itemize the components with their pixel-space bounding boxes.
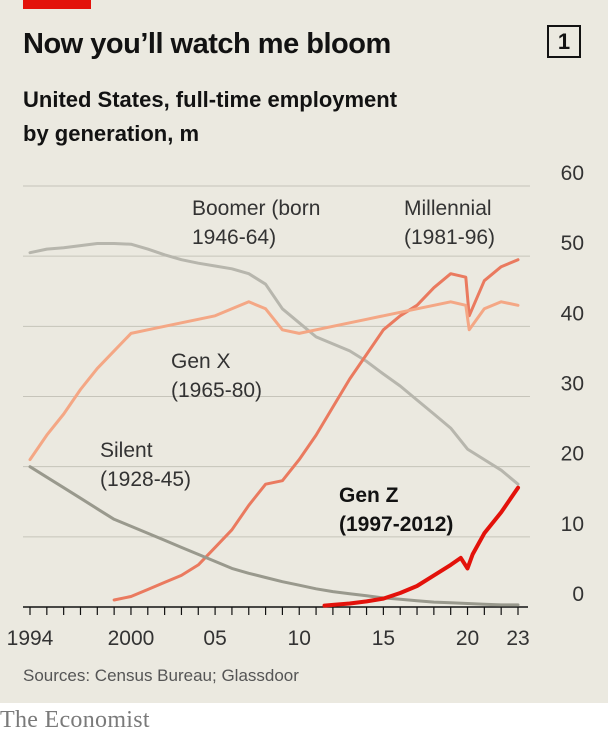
x-tick-label: 15 xyxy=(372,627,395,650)
series-label-line: Gen X xyxy=(171,350,231,373)
x-axis: 1994 2000 05 10 15 20 23 xyxy=(7,606,530,650)
chart-subtitle: United States, full-time employment by g… xyxy=(23,87,398,146)
series-label-line: (1928-45) xyxy=(100,468,191,491)
series-line-boomer xyxy=(28,242,520,486)
y-tick-label: 50 xyxy=(561,232,584,255)
y-tick-labels: 0 10 20 30 40 50 60 xyxy=(561,162,584,606)
chart-card: Now you’ll watch me bloom 1 United State… xyxy=(0,0,608,703)
series-line-gen-z xyxy=(322,485,520,608)
series-label-line: Boomer (born xyxy=(192,197,320,220)
series-line-silent xyxy=(28,465,520,607)
source-note: Sources: Census Bureau; Glassdoor xyxy=(23,666,299,685)
line-chart: 0 10 20 30 40 50 60 1994 2000 05 10 15 20 23 Boomer (b… xyxy=(7,162,584,650)
x-tick-label: 1994 xyxy=(7,627,54,650)
x-tick-label: 10 xyxy=(288,627,311,650)
y-tick-label: 0 xyxy=(572,583,584,606)
series-label-line: 1946-64) xyxy=(192,226,276,249)
y-tick-label: 60 xyxy=(561,162,584,185)
brand-red-bar xyxy=(23,0,91,9)
series-labels: Boomer (born 1946-64) Millennial (1981-96) G… xyxy=(100,197,495,536)
series-label-line: (1981-96) xyxy=(404,226,495,249)
x-tick-label: 23 xyxy=(506,627,529,650)
series-label-line: Silent xyxy=(100,439,153,462)
series-label: Gen Z (1997-2012) xyxy=(339,484,453,536)
series-label-line: Millennial xyxy=(404,197,492,220)
series-label: Millennial (1981-96) xyxy=(404,197,495,249)
series-label-line: (1965-80) xyxy=(171,379,262,402)
series-lines xyxy=(28,242,520,608)
chart-title: Now you’ll watch me bloom xyxy=(23,28,391,60)
gridlines xyxy=(23,185,530,538)
chart-number-badge: 1 xyxy=(547,25,581,58)
y-tick-label: 30 xyxy=(561,373,584,396)
series-line-millennial xyxy=(112,258,520,602)
y-tick-label: 40 xyxy=(561,302,584,325)
x-tick-label: 05 xyxy=(203,627,226,650)
y-tick-label: 10 xyxy=(561,513,584,536)
x-tick-label: 2000 xyxy=(108,627,155,650)
y-tick-label: 20 xyxy=(561,443,584,466)
series-label-line: Gen Z xyxy=(339,484,399,507)
x-tick-label: 20 xyxy=(456,627,479,650)
series-label: Gen X (1965-80) xyxy=(171,350,262,402)
series-label: Boomer (born 1946-64) xyxy=(192,197,320,249)
series-line-gen-x xyxy=(28,300,520,462)
series-label: Silent (1928-45) xyxy=(100,439,191,491)
publisher-brand: The Economist xyxy=(0,707,150,733)
series-label-line: (1997-2012) xyxy=(339,513,453,536)
